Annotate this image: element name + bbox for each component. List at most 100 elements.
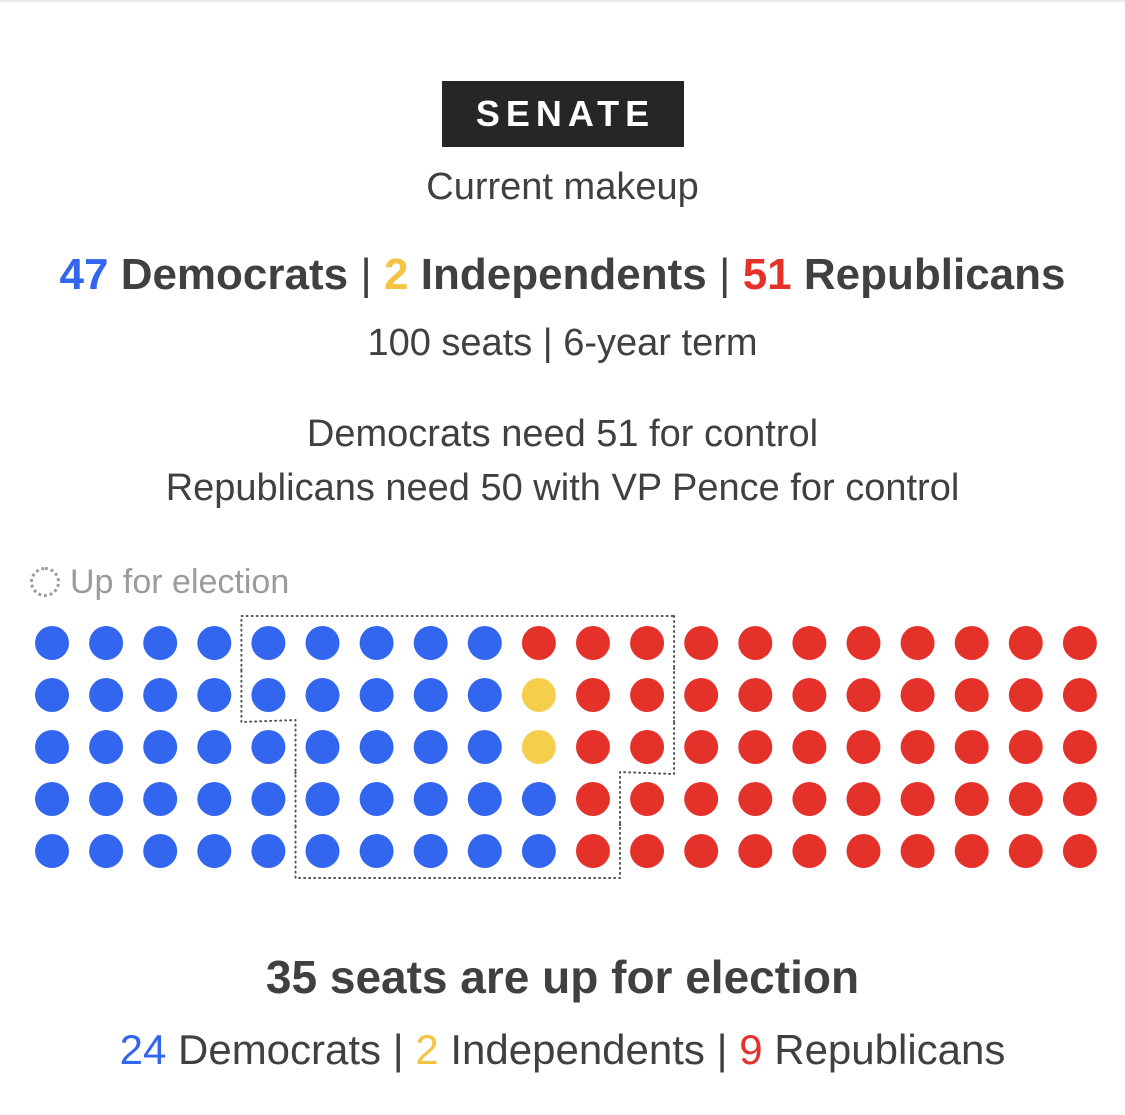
republican-seat [954, 626, 989, 660]
legend-label: Up for election [70, 562, 290, 601]
republican-seat [738, 730, 773, 764]
republican-seat [1008, 782, 1043, 816]
republican-seat [792, 834, 827, 868]
republican-seat [1008, 834, 1043, 868]
republican-seat [846, 834, 881, 868]
democrat-seat [359, 678, 394, 712]
republican-seat [738, 626, 773, 660]
republican-seat [576, 834, 610, 868]
legend: Up for election [30, 562, 289, 602]
democrat-seat [197, 730, 232, 764]
makeup-summary: 47 Democrats | 2 Independents | 51 Repub… [0, 250, 1125, 300]
democrat-seat [143, 678, 178, 712]
democrat-seat [143, 626, 178, 660]
democrat-seat [251, 782, 286, 816]
republican-seat [792, 626, 827, 660]
democrat-seat [35, 626, 69, 660]
republican-seat [684, 782, 719, 816]
democrat-seat [35, 782, 69, 816]
democrat-seat [413, 678, 448, 712]
democrat-seat [35, 834, 69, 868]
subtitle: Current makeup [426, 166, 699, 208]
democrat-seat [251, 626, 286, 660]
democrat-seat [35, 730, 69, 764]
ind-count: 2 [384, 250, 409, 299]
democrat-seat [89, 678, 124, 712]
democrat-seat [251, 730, 286, 764]
rep-label: Republicans [803, 250, 1066, 299]
dotted-circle-icon [30, 567, 60, 597]
republican-seat [630, 782, 665, 816]
republican-seat [900, 626, 935, 660]
rep-count: 51 [742, 250, 792, 299]
democrat-seat [413, 834, 448, 868]
separator: | [719, 250, 731, 299]
republican-seat [576, 626, 610, 660]
independent-seat [521, 730, 556, 764]
republican-seat [792, 782, 827, 816]
republican-seat [684, 730, 719, 764]
up-for-election-outline [240, 615, 676, 879]
republican-seat [576, 730, 610, 764]
election-title: 35 seats are up for election [265, 951, 860, 1003]
up-ind-count: 2 [415, 1026, 439, 1073]
republican-seat [630, 834, 665, 868]
democrat-seat [413, 626, 448, 660]
ind-label: Independents [420, 250, 707, 299]
republican-seat [900, 730, 935, 764]
democrat-seat [251, 678, 286, 712]
democrat-seat [521, 834, 556, 868]
republican-seat [846, 678, 881, 712]
dem-label: Democrats [120, 250, 349, 299]
republican-seat [630, 730, 665, 764]
democrat-seat [143, 782, 178, 816]
democrat-seat [359, 782, 394, 816]
democrat-seat [413, 782, 448, 816]
democrat-seat [305, 678, 340, 712]
top-divider [0, 0, 1125, 2]
separator: | [716, 1026, 728, 1073]
republican-seat [1062, 626, 1097, 660]
republican-seat [792, 730, 827, 764]
up-dem-label: Democrats [178, 1026, 382, 1073]
senate-badge: SENATE [441, 81, 684, 147]
democrat-seat [251, 834, 286, 868]
republican-seat [576, 782, 610, 816]
republican-seat [792, 678, 827, 712]
republican-seat [684, 678, 719, 712]
democrat-seat [359, 730, 394, 764]
republican-seat [576, 678, 610, 712]
republican-seat [738, 782, 773, 816]
democrat-seat [89, 730, 124, 764]
democrat-seat [197, 782, 232, 816]
democrat-seat [521, 782, 556, 816]
democrat-seat [305, 626, 340, 660]
democrat-seat [467, 730, 502, 764]
democrat-seat [197, 834, 232, 868]
republican-seat [900, 678, 935, 712]
democrat-seat [413, 730, 448, 764]
republican-seat [630, 626, 665, 660]
democrats-control-note: Democrats need 51 for control [306, 413, 819, 455]
republican-seat [954, 782, 989, 816]
democrat-seat [359, 626, 394, 660]
republican-seat [684, 626, 719, 660]
democrat-seat [89, 834, 124, 868]
democrat-seat [467, 678, 502, 712]
republican-seat [846, 782, 881, 816]
header: SENATE [0, 81, 1125, 147]
democrat-seat [305, 834, 340, 868]
republican-seat [1062, 782, 1097, 816]
election-summary: 24 Democrats | 2 Independents | 9 Republ… [0, 1026, 1125, 1074]
dem-count: 47 [59, 250, 109, 299]
republican-seat [846, 626, 881, 660]
republican-seat [738, 834, 773, 868]
republican-seat [521, 626, 556, 660]
democrat-seat [359, 834, 394, 868]
republican-seat [684, 834, 719, 868]
democrat-seat [197, 678, 232, 712]
democrat-seat [467, 834, 502, 868]
up-dem-count: 24 [119, 1026, 167, 1073]
republican-seat [846, 730, 881, 764]
republican-seat [954, 730, 989, 764]
